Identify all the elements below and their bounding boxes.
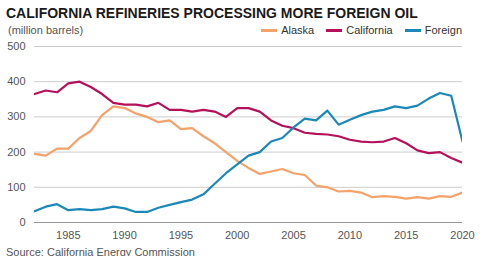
svg-text:200: 200 (7, 146, 25, 158)
html-text:(million barrels): (million barrels) (8, 24, 84, 36)
html-text:Foreign: Foreign (424, 24, 462, 36)
svg-text:1995: 1995 (169, 229, 193, 241)
svg-text:0: 0 (19, 216, 25, 228)
html-text:CALIFORNIA REFINERIES PROCESSI: CALIFORNIA REFINERIES PROCESSING MORE FO… (6, 5, 418, 21)
html-text:Alaska: Alaska (281, 24, 315, 36)
svg-text:400: 400 (7, 75, 25, 87)
svg-text:2000: 2000 (225, 229, 249, 241)
svg-text:1990: 1990 (112, 229, 136, 241)
svg-text:2005: 2005 (281, 229, 305, 241)
svg-text:1985: 1985 (56, 229, 80, 241)
svg-text:2015: 2015 (394, 229, 418, 241)
html-text:California: California (346, 24, 393, 36)
svg-text:2020: 2020 (450, 229, 474, 241)
svg-text:100: 100 (7, 181, 25, 193)
svg-text:300: 300 (7, 110, 25, 122)
svg-text:500: 500 (7, 40, 25, 52)
svg-text:2010: 2010 (338, 229, 362, 241)
